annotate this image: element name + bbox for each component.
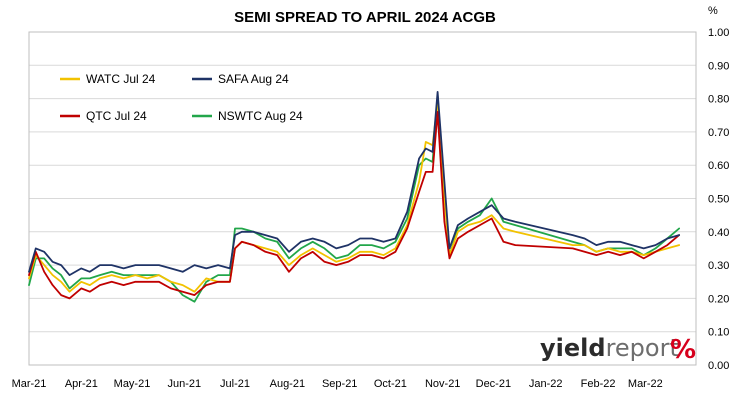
x-tick-label: Feb-22	[581, 378, 616, 390]
x-tick-label: Mar-21	[12, 378, 47, 390]
x-tick-label: Mar-22	[628, 378, 663, 390]
x-tick-label: Nov-21	[425, 378, 460, 390]
series-line-watc	[28, 101, 680, 293]
x-tick-label: Apr-21	[65, 378, 98, 390]
yieldreport-logo: yieldreport %	[540, 334, 696, 365]
x-tick-label: Aug-21	[270, 378, 305, 390]
x-tick-label: Jul-21	[220, 378, 250, 390]
logo-yield-text: yield	[540, 334, 606, 362]
y-tick-label: 0.80	[708, 94, 729, 106]
legend-label-qtc: QTC Jul 24	[86, 109, 147, 123]
y-tick-label: 1.00	[708, 27, 729, 39]
plot-area-border	[28, 31, 697, 366]
plot-frame	[28, 31, 697, 366]
x-tick-label: Jun-21	[168, 378, 202, 390]
legend: WATC Jul 24 SAFA Aug 24 QTC Jul 24 NSWTC…	[60, 72, 303, 123]
y-tick-label: 0.90	[708, 60, 729, 72]
y-tick-label: 0.60	[708, 160, 729, 172]
y-tick-label: 0.20	[708, 293, 729, 305]
y-tick-label: 0.00	[708, 360, 729, 372]
x-tick-label: Jan-22	[529, 378, 563, 390]
series-line-safa	[28, 91, 680, 277]
y-tick-label: 0.10	[708, 327, 729, 339]
logo-percent-icon: %	[670, 335, 696, 365]
x-tick-label: Dec-21	[476, 378, 511, 390]
chart-title: SEMI SPREAD TO APRIL 2024 ACGB	[234, 9, 496, 26]
x-tick-label: Sep-21	[322, 378, 357, 390]
x-tick-label: Oct-21	[374, 378, 407, 390]
x-axis-ticks: Mar-21 Apr-21 May-21 Jun-21 Jul-21 Aug-21 Sep-…	[12, 378, 663, 390]
legend-label-watc: WATC Jul 24	[86, 72, 156, 86]
series-lines	[28, 91, 680, 303]
y-tick-label: 0.40	[708, 227, 729, 239]
svg-text:yieldreport: yieldreport	[540, 334, 679, 362]
y-tick-label: 0.30	[708, 260, 729, 272]
series-line-qtc	[28, 111, 680, 300]
series-line-nswtc	[28, 94, 680, 303]
x-tick-label: May-21	[114, 378, 151, 390]
y-axis-unit-label: %	[708, 5, 718, 17]
legend-label-nswtc: NSWTC Aug 24	[218, 109, 303, 123]
y-tick-label: 0.50	[708, 194, 729, 206]
logo-report-text: report	[606, 334, 679, 362]
y-tick-label: 0.70	[708, 127, 729, 139]
y-axis-ticks: 1.00 0.90 0.80 0.70 0.60 0.50 0.40 0.30 0.20 0.10…	[708, 27, 729, 372]
legend-label-safa: SAFA Aug 24	[218, 72, 289, 86]
